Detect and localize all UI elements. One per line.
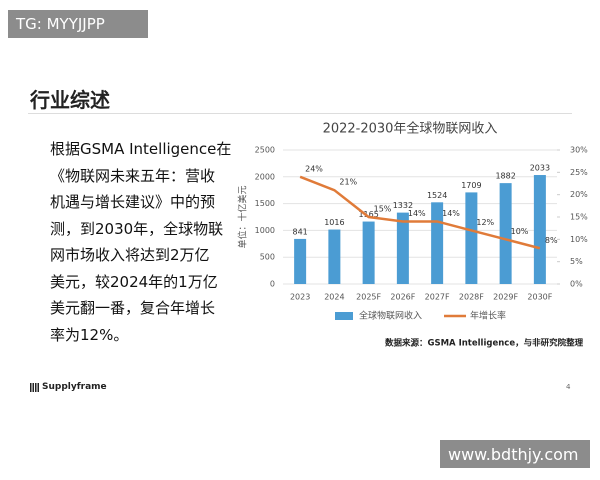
bar-value-label: 1709 bbox=[461, 181, 481, 190]
bar-value-label: 1524 bbox=[427, 191, 447, 200]
y-tick-label: 0 bbox=[270, 280, 275, 289]
bar-value-label: 1016 bbox=[324, 218, 344, 227]
y-tick-label: 1000 bbox=[255, 226, 275, 235]
paragraph-line: 根据GSMA Intelligence在 bbox=[50, 140, 232, 158]
line-value-label: 8% bbox=[545, 236, 558, 245]
x-tick-label: 2025F bbox=[356, 293, 381, 302]
bar-value-label: 1882 bbox=[495, 172, 515, 181]
bar bbox=[396, 212, 409, 284]
bar-value-label: 1165 bbox=[358, 210, 378, 219]
bar bbox=[294, 238, 307, 284]
y2-tick-label: 30% bbox=[570, 146, 588, 155]
legend-label: 年增长率 bbox=[470, 310, 506, 322]
y2-tick-label: 0% bbox=[570, 280, 583, 289]
bar bbox=[533, 175, 546, 284]
bar bbox=[362, 221, 375, 284]
legend-swatch bbox=[335, 312, 353, 320]
heading: 行业综述 bbox=[30, 88, 110, 112]
paragraph-line: 率为12%。 bbox=[50, 325, 129, 344]
y2-tick-label: 10% bbox=[570, 235, 588, 244]
chart-title: 2022-2030年全球物联网收入 bbox=[323, 121, 498, 137]
line bbox=[299, 175, 541, 250]
legend-label: 全球物联网收入 bbox=[359, 310, 422, 322]
y-tick-label: 2500 bbox=[255, 146, 275, 155]
x-tick-label: 2029F bbox=[493, 293, 518, 302]
x-tick-label: 2028F bbox=[459, 293, 484, 302]
line-value-label: 14% bbox=[442, 209, 460, 218]
logo-text: Supplyframe bbox=[42, 382, 107, 392]
y2-tick-label: 5% bbox=[570, 257, 583, 266]
paragraph-line: 美元翻一番，复合年增长 bbox=[50, 299, 216, 317]
y-tick-label: 500 bbox=[260, 253, 275, 262]
paragraph-line: 机遇与增长建议》中的预 bbox=[50, 193, 216, 211]
x-tick-label: 2030F bbox=[527, 293, 552, 302]
line-value-label: 21% bbox=[339, 178, 357, 187]
line-value-label: 14% bbox=[408, 209, 426, 218]
paragraph: 根据GSMA Intelligence在 《物联网未来五年：营收 机遇与增长建议》中… bbox=[50, 136, 231, 348]
y-axis-label: 单位：十亿美元 bbox=[237, 185, 249, 248]
line-value-label: 10% bbox=[511, 227, 529, 236]
paragraph-line: 《物联网未来五年：营收 bbox=[50, 166, 216, 185]
y-tick-label: 1500 bbox=[255, 199, 275, 208]
bar-value-label: 2033 bbox=[530, 164, 550, 173]
logo: Supplyframe bbox=[30, 382, 107, 392]
watermark: www.bdthjy.com bbox=[440, 440, 590, 468]
y2-tick-label: 15% bbox=[570, 213, 588, 222]
x-tick-label: 2024 bbox=[324, 293, 344, 302]
x-tick-label: 2027F bbox=[425, 293, 450, 302]
bar bbox=[328, 229, 341, 284]
paragraph-line: 美元，较2024年的1万亿 bbox=[50, 272, 218, 291]
bar-value-label: 1332 bbox=[393, 201, 413, 210]
watermark: TG: MYYJJPP bbox=[8, 10, 148, 38]
bar-value-label: 841 bbox=[292, 227, 307, 236]
bar bbox=[499, 183, 512, 284]
paragraph-line: 网市场收入将达到2万亿 bbox=[50, 246, 210, 264]
divider bbox=[28, 113, 572, 114]
y2-tick-label: 20% bbox=[570, 190, 588, 199]
source-note: 数据来源：GSMA Intelligence，与非研究院整理 bbox=[385, 338, 584, 349]
paragraph-line: 测，到2030年，全球物联 bbox=[50, 219, 224, 238]
bar bbox=[465, 192, 478, 284]
x-tick-label: 2023 bbox=[290, 293, 310, 302]
y2-tick-label: 25% bbox=[570, 168, 588, 177]
x-tick-label: 2026F bbox=[390, 293, 415, 302]
line-value-label: 15% bbox=[374, 205, 392, 214]
line-value-label: 24% bbox=[305, 164, 323, 173]
page-number: 4 bbox=[566, 383, 571, 391]
line-value-label: 12% bbox=[476, 218, 494, 227]
y-tick-label: 2000 bbox=[255, 172, 275, 181]
